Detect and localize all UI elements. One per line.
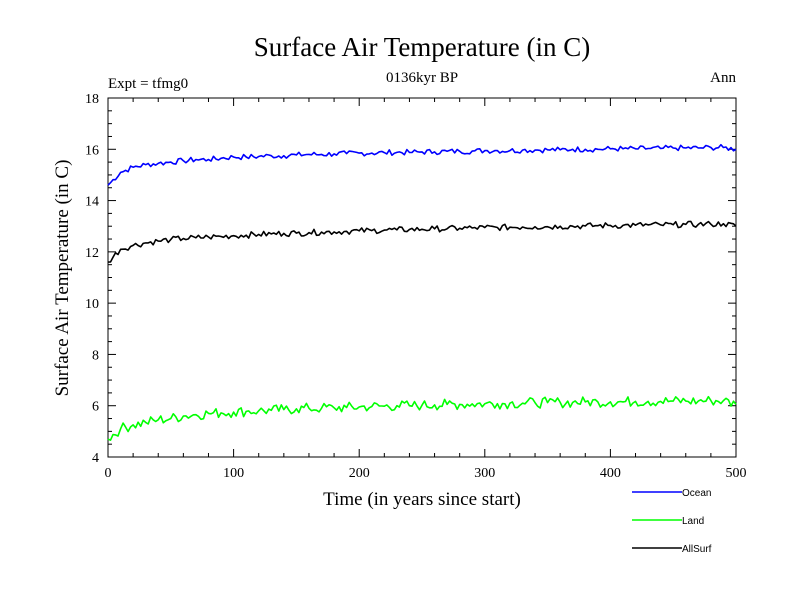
legend-label-ocean: Ocean — [682, 488, 711, 499]
series-line-ocean — [107, 143, 737, 186]
x-tick-label: 500 — [726, 466, 747, 481]
y-tick-label: 6 — [92, 400, 99, 415]
y-tick-label: 8 — [92, 348, 99, 363]
legend-label-allsurf: AllSurf — [682, 544, 712, 555]
x-tick-label: 400 — [600, 466, 621, 481]
y-axis-label: Surface Air Temperature (in C) — [52, 160, 73, 397]
x-tick-label: 200 — [349, 466, 370, 481]
legend: Ocean Land AllSurf — [632, 488, 712, 555]
y-tick-label: 16 — [85, 143, 99, 158]
season-label: Ann — [710, 70, 736, 86]
y-tick-label: 18 — [85, 92, 99, 107]
x-tick-label: 100 — [223, 466, 244, 481]
x-tick-label: 0 — [105, 466, 112, 481]
x-axis-label: Time (in years since start) — [323, 489, 521, 510]
y-tick-label: 12 — [85, 246, 99, 261]
chart-subtitle: 0136kyr BP — [386, 70, 458, 86]
series-lines — [107, 143, 737, 442]
chart-title: Surface Air Temperature (in C) — [254, 32, 591, 62]
series-line-allsurf — [107, 220, 737, 263]
y-tick-label: 10 — [85, 297, 99, 312]
axis-ticks: 0 100 200 300 400 500 4 6 8 10 12 14 16 18 — [85, 92, 747, 481]
legend-label-land: Land — [682, 516, 704, 527]
experiment-label: Expt = tfmg0 — [108, 76, 188, 92]
series-line-land — [107, 395, 737, 442]
x-tick-label: 300 — [474, 466, 495, 481]
y-tick-label: 4 — [92, 451, 99, 466]
y-tick-label: 14 — [85, 195, 99, 210]
